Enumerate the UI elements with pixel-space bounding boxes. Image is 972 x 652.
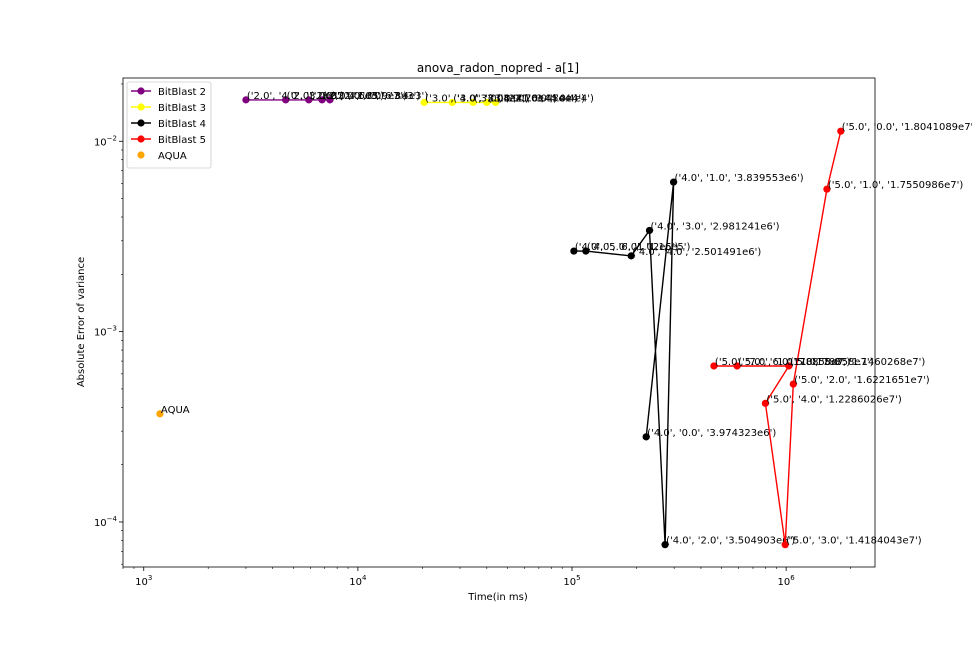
data-point	[582, 247, 590, 255]
legend-label: BitBlast 2	[158, 87, 206, 98]
plot-frame	[122, 77, 876, 568]
series-3	[570, 178, 678, 549]
axes-layer: 103 104 105 106 10−4 10−3 10−2	[94, 83, 851, 588]
point-label: ('2.0', '2.0', '5.9e3')	[310, 91, 407, 102]
data-point	[420, 98, 428, 107]
legend: BitBlast 2 BitBlast 3 BitBlast 4 BitBlast 5…	[126, 81, 212, 169]
data-point	[318, 96, 326, 104]
data-point	[837, 127, 845, 135]
point-label: ('4.0', '2.0', '3.504903e6')	[666, 536, 795, 547]
point-label: ('5.0', '5.0', '1.1460268e7')	[790, 357, 926, 368]
point-label: ('5.0', '4.0', '1.2286026e7')	[766, 394, 902, 405]
legend-marker	[137, 87, 145, 95]
y-axis-label: Absolute Error of variance	[76, 257, 87, 387]
legend-marker	[137, 119, 145, 127]
legend-label: BitBlast 5	[158, 135, 206, 146]
series-2	[420, 98, 500, 107]
data-point	[242, 96, 250, 104]
x-tick-label: 104	[349, 574, 367, 588]
x-tick-label: 106	[778, 574, 796, 588]
x-tick-label: 103	[135, 574, 152, 588]
point-label: ('3.0', '3.0', '2.76e4')	[453, 93, 557, 104]
data-point	[570, 247, 578, 255]
legend-marker	[137, 151, 145, 159]
x-axis-label: Time(in ms)	[467, 592, 528, 603]
data-point	[156, 410, 164, 418]
data-point	[469, 98, 477, 107]
data-point	[669, 178, 678, 186]
point-label: ('5.0', '1.0', '1.7550986e7')	[828, 180, 964, 191]
point-label: ('3.0', '1.0', '4.0e4')	[488, 93, 585, 104]
point-label: AQUA	[161, 405, 190, 416]
data-point	[645, 226, 654, 235]
x-tick-label: 105	[563, 574, 580, 588]
point-label: ('3.0', '4.0', '2.04e4')	[425, 93, 529, 104]
point-label: ('2.0', '3.0', '4.6e3')	[287, 91, 384, 102]
point-label: ('3.0', '0.0', '4.4e4')	[497, 93, 594, 104]
data-point	[305, 96, 313, 104]
data-point	[789, 380, 797, 388]
data-point	[781, 541, 789, 549]
data-point	[448, 98, 456, 107]
data-point	[661, 541, 669, 549]
point-label: ('4.0', '1.0', '3.839553e6')	[675, 173, 804, 184]
data-point	[642, 433, 650, 441]
point-label: ('2.0', '4.0', '3.0e3')	[247, 91, 344, 102]
point-label: ('5.0', '0.0', '1.8041089e7')	[842, 122, 972, 133]
series-1	[242, 96, 334, 104]
legend-item: BitBlast 4	[131, 119, 206, 130]
plot-layer: ('2.0', '4.0', '3.0e3')('2.0', '3.0', '4…	[156, 91, 972, 549]
legend-box	[126, 81, 212, 169]
series-line	[713, 131, 842, 545]
point-label: ('2.0', '0.0', '7.4e3')	[331, 91, 428, 102]
data-point	[785, 362, 793, 370]
legend-marker	[137, 135, 145, 143]
data-point	[627, 252, 635, 260]
data-point	[761, 399, 769, 407]
point-label: ('5.0', '6.0', '1.0178858e7')	[738, 357, 874, 368]
point-label: ('5.0', '2.0', '1.6221651e7')	[794, 375, 930, 386]
point-label: ('5.0', '7.0', '1.0178858e7')	[715, 357, 851, 368]
point-label: ('3.0', '2.0', '3.45e4')	[474, 93, 578, 104]
point-label: ('4.0', '6.0', '1.16e5')	[587, 242, 691, 253]
legend-item: BitBlast 5	[131, 135, 206, 146]
point-label: ('4.0', '4.0', '2.501491e6')	[632, 247, 761, 258]
point-label: ('2.0', '1.0', '6.8e3')	[323, 91, 420, 102]
data-point	[326, 96, 334, 104]
data-point	[733, 362, 741, 370]
legend-label: BitBlast 4	[158, 119, 206, 130]
legend-item: BitBlast 3	[131, 103, 206, 114]
point-label: ('4.0', '0.0', '3.974323e6')	[647, 428, 776, 439]
y-tick-label: 10−3	[94, 325, 117, 339]
chart-title: anova_radon_nopred - a[1]	[417, 61, 579, 75]
legend-marker	[137, 103, 145, 111]
y-tick-label: 10−4	[94, 515, 118, 529]
legend-label: AQUA	[158, 151, 187, 162]
legend-label: BitBlast 3	[158, 103, 206, 114]
y-tick-label: 10−2	[94, 134, 117, 148]
point-label: ('4.0', '3.0', '2.981241e6')	[650, 221, 779, 232]
point-label: ('4.0', '5.0', '1.02e5')	[575, 242, 679, 253]
data-point	[483, 98, 491, 107]
series-5	[156, 410, 164, 418]
data-point	[710, 362, 718, 370]
legend-item: BitBlast 2	[131, 87, 206, 98]
data-point	[282, 96, 290, 104]
legend-item: AQUA	[137, 151, 187, 162]
data-point	[823, 185, 831, 193]
data-point	[492, 98, 500, 107]
point-label: ('5.0', '3.0', '1.4184043e7')	[786, 536, 922, 547]
series-4	[710, 127, 845, 549]
